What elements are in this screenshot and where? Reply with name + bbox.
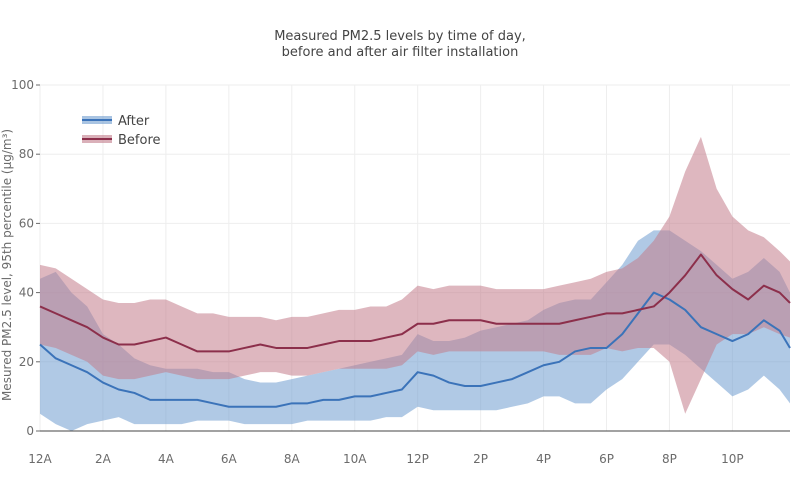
x-tick-label: 12A: [28, 452, 52, 466]
y-axis-label: Mesured PM2.5 level, 95th percentile (µg…: [0, 129, 14, 401]
legend-label: Before: [118, 133, 161, 148]
series-lines: [39, 253, 791, 408]
x-tick-label: 12P: [406, 452, 429, 466]
x-tick-label: 4P: [536, 452, 551, 466]
x-tick-label: 2P: [473, 452, 488, 466]
x-tick-label: 4A: [158, 452, 175, 466]
x-tick-label: 10P: [721, 452, 744, 466]
x-tick-label: 6P: [599, 452, 614, 466]
y-tick-label: 0: [26, 424, 34, 438]
x-tick-label: 8P: [662, 452, 677, 466]
axes: 0 20 40 60 80 100 12A 2A 4A 6A 8A 10A 12P 2P 4P 6P 8P 10P: [11, 78, 790, 466]
legend[interactable]: After Before: [82, 114, 161, 148]
chart-title-line-1: Measured PM2.5 levels by time of day,: [274, 29, 526, 44]
band-after: [40, 230, 790, 431]
x-tick-label: 2A: [95, 452, 112, 466]
x-tick-label: 10A: [343, 452, 367, 466]
legend-item-before[interactable]: Before: [82, 133, 161, 148]
x-tick-label: 8A: [284, 452, 301, 466]
line-before: [39, 253, 791, 353]
chart-title-line-2: before and after air filter installation: [282, 45, 519, 60]
percentile-bands: [40, 136, 790, 431]
y-tick-label: 80: [19, 147, 34, 161]
y-tick-label: 60: [19, 216, 34, 230]
legend-label: After: [118, 114, 150, 129]
line-after: [39, 291, 791, 408]
band-before: [40, 136, 790, 414]
y-tick-label: 20: [19, 355, 34, 369]
y-tick-label: 40: [19, 286, 34, 300]
x-tick-label: 6A: [221, 452, 238, 466]
legend-item-after[interactable]: After: [82, 114, 150, 129]
y-tick-label: 100: [11, 78, 34, 92]
